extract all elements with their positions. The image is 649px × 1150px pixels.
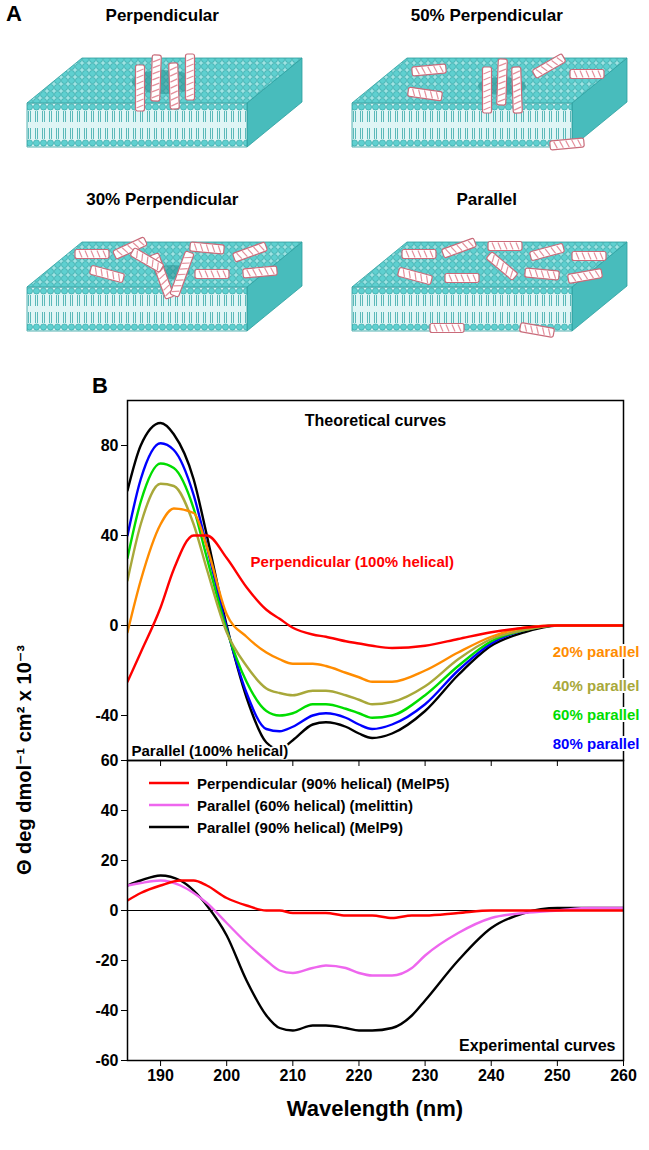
- html-text:Parallel (90% helical) (MelP9): Parallel (90% helical) (MelP9): [197, 818, 403, 836]
- svg-text:210: 210: [279, 1067, 306, 1084]
- svg-text:60% parallel: 60% parallel: [553, 706, 640, 723]
- html-text:Wavelength (nm): Wavelength (nm): [286, 1096, 464, 1121]
- svg-text:40: 40: [101, 802, 119, 819]
- svg-text:230: 230: [412, 1067, 439, 1084]
- html-text:Parallel (60% helical) (melitt: Parallel (60% helical) (melittin): [197, 796, 413, 814]
- svg-text:190: 190: [147, 1067, 174, 1084]
- html-text:Perpendicular: Perpendicular: [105, 6, 219, 25]
- html-text:B: B: [92, 373, 108, 398]
- svg-text:-60: -60: [95, 1052, 118, 1069]
- html-text:Parallel: Parallel: [456, 190, 517, 209]
- svg-text:80: 80: [101, 437, 119, 454]
- svg-text:-20: -20: [95, 952, 118, 969]
- svg-text:Parallel (100% helical): Parallel (100% helical): [132, 742, 289, 759]
- html-text:30% Perpendicular: 30% Perpendicular: [86, 190, 239, 209]
- svg-text:240: 240: [478, 1067, 505, 1084]
- svg-text:20% parallel: 20% parallel: [553, 643, 640, 660]
- svg-text:220: 220: [346, 1067, 373, 1084]
- svg-text:0: 0: [110, 902, 119, 919]
- svg-text:40% parallel: 40% parallel: [553, 677, 640, 694]
- svg-text:250: 250: [544, 1067, 571, 1084]
- html-text:Perpendicular (90% helical) (M: Perpendicular (90% helical) (MelP5): [197, 774, 450, 792]
- svg-text:60: 60: [101, 752, 119, 769]
- svg-text:80% parallel: 80% parallel: [553, 735, 640, 752]
- html-text:50% Perpendicular: 50% Perpendicular: [410, 6, 563, 25]
- svg-text:260: 260: [610, 1067, 637, 1084]
- svg-text:Theoretical curves: Theoretical curves: [305, 412, 447, 429]
- svg-text:200: 200: [213, 1067, 240, 1084]
- html-text:Θ deg dmol⁻¹ cm² x 10⁻³: Θ deg dmol⁻¹ cm² x 10⁻³: [13, 645, 35, 875]
- html-text:A: A: [6, 1, 22, 26]
- svg-text:20: 20: [101, 852, 119, 869]
- svg-text:0: 0: [110, 617, 119, 634]
- svg-text:40: 40: [101, 527, 119, 544]
- svg-text:-40: -40: [95, 1002, 118, 1019]
- svg-text:Perpendicular (100% helical): Perpendicular (100% helical): [251, 553, 454, 570]
- svg-text:-40: -40: [95, 707, 118, 724]
- svg-text:Experimental curves: Experimental curves: [459, 1037, 616, 1054]
